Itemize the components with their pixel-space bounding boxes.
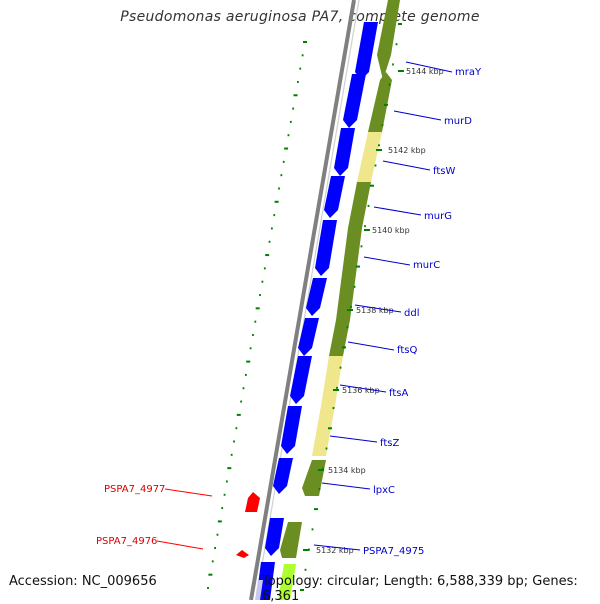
inner-tick-dots [300,23,402,591]
gene-label-ddl[interactable]: ddl [404,308,419,319]
cds-reverse[interactable] [312,406,335,456]
cds-reverse[interactable] [368,72,392,132]
gene-labels: mraY murD ftsW murG murC ddl ftsQ ftsA f… [363,67,482,557]
gene-label-murG[interactable]: murG [424,211,452,222]
forward-strand-features [255,22,378,600]
cds-reverse[interactable] [278,564,296,600]
kbp-tick-label: 5136 kbp [342,386,380,395]
cds-forward[interactable] [290,356,312,404]
gene-label-leaders [313,61,453,551]
cds-forward[interactable] [265,518,284,556]
kbp-tick-label: 5140 kbp [372,226,410,235]
kbp-tick-label: 5142 kbp [388,146,426,155]
cds-reverse[interactable] [377,0,400,80]
highlight-feature-4977[interactable] [245,492,260,512]
cds-forward[interactable] [324,176,345,218]
highlight-label-PSPA7_4976[interactable]: PSPA7_4976 [96,536,157,547]
highlight-labels: PSPA7_4977 PSPA7_4976 [96,484,213,550]
accession-label: Accession: NC_009656 [9,574,157,589]
cds-forward[interactable] [281,406,302,454]
cds-forward[interactable] [306,278,327,316]
cds-forward-shadow [255,580,263,600]
kbp-tick-label: 5138 kbp [356,306,394,315]
kbp-tick-label: 5134 kbp [328,466,366,475]
gene-label-ftsZ[interactable]: ftsZ [380,438,399,449]
cds-reverse[interactable] [280,522,302,558]
kbp-tick-label: 5144 kbp [406,67,444,76]
gene-label-ftsQ[interactable]: ftsQ [397,345,417,356]
cds-forward[interactable] [355,22,378,80]
cds-reverse[interactable] [348,182,371,228]
highlight-feature-4976[interactable] [236,550,249,558]
gene-label-PSPA7_4975[interactable]: PSPA7_4975 [363,546,424,557]
highlighted-features [236,492,260,558]
backbone [249,0,360,600]
cds-forward[interactable] [343,74,366,128]
cds-reverse[interactable] [302,460,326,496]
gene-label-ftsA[interactable]: ftsA [389,388,408,399]
cds-reverse[interactable] [329,320,350,356]
gene-label-mraY[interactable]: mraY [455,67,482,78]
outer-tick-dots [207,41,307,589]
cds-forward[interactable] [334,128,355,176]
reverse-strand-features [278,0,400,600]
gene-label-murD[interactable]: murD [444,116,472,127]
gene-label-murC[interactable]: murC [413,260,440,271]
highlight-label-PSPA7_4977[interactable]: PSPA7_4977 [104,484,165,495]
cds-reverse[interactable] [357,132,382,182]
gene-label-lpxC[interactable]: lpxC [373,485,395,496]
kbp-ticks: 5144 kbp 5142 kbp 5140 kbp 5138 kbp 5136… [303,67,444,555]
cds-forward[interactable] [315,220,337,276]
gene-label-ftsW[interactable]: ftsW [433,166,455,177]
cds-reverse[interactable] [336,228,362,320]
cds-reverse[interactable] [321,356,343,406]
kbp-tick-label: 5132 kbp [316,546,354,555]
cds-forward[interactable] [298,318,319,356]
cds-forward[interactable] [273,458,293,494]
